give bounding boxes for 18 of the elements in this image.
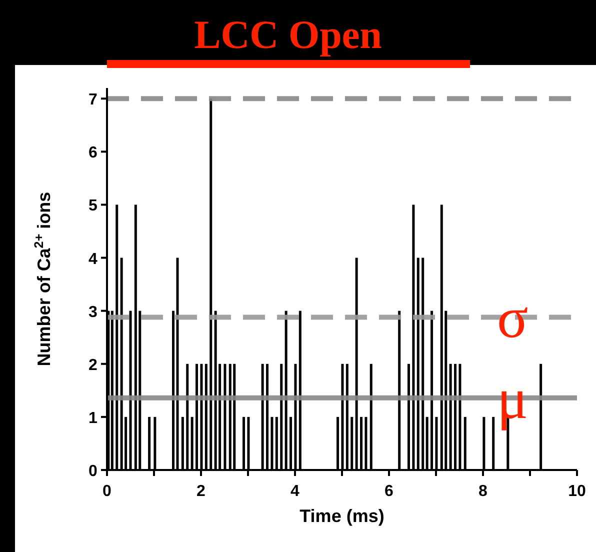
y-tick-label: 3	[88, 304, 98, 321]
y-tick-label: 7	[88, 92, 98, 109]
x-tick-label: 0	[102, 483, 112, 500]
x-axis-title: Time (ms)	[300, 506, 384, 526]
ref-line-label: μ	[497, 366, 528, 431]
x-tick-label: 8	[478, 483, 488, 500]
x-tick-label: 6	[384, 483, 394, 500]
x-tick-label: 2	[196, 483, 206, 500]
y-tick-label: 2	[88, 356, 98, 374]
y-tick-label: 4	[88, 250, 98, 268]
y-tick-label: 1	[88, 410, 98, 427]
x-tick-label: 4	[290, 483, 300, 500]
y-tick-label: 0	[88, 463, 98, 480]
y-tick-label: 5	[88, 198, 98, 215]
chart-title: LCC Open	[194, 12, 382, 57]
ref-line-label: σ	[497, 285, 528, 350]
y-tick-label: 6	[88, 144, 98, 162]
x-tick-label: 10	[568, 483, 586, 500]
